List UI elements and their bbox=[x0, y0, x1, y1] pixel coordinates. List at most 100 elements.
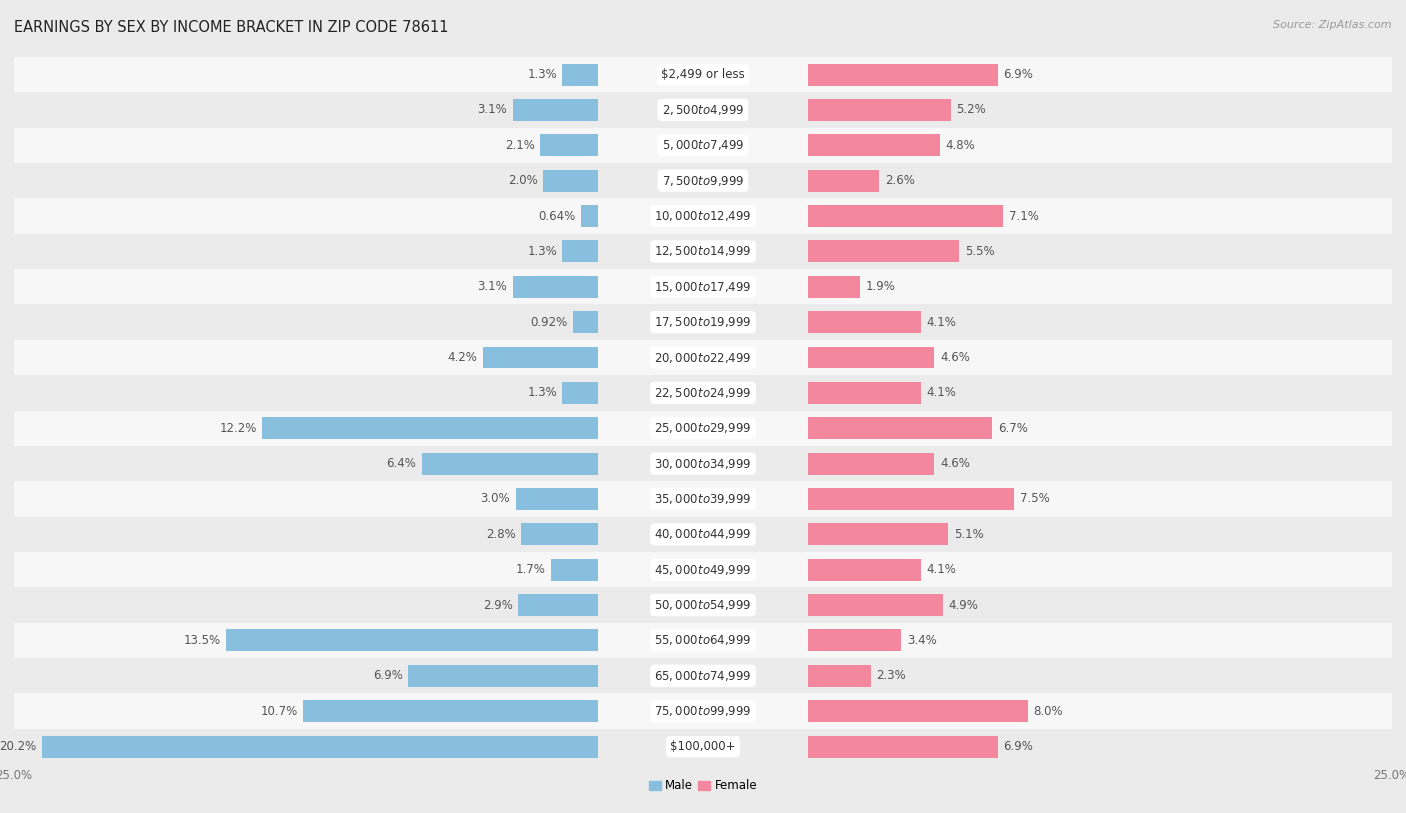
Bar bbox=[516, 488, 599, 510]
Bar bbox=[14, 57, 1392, 92]
Bar bbox=[14, 446, 1392, 481]
Text: $75,000 to $99,999: $75,000 to $99,999 bbox=[654, 704, 752, 718]
Text: 1.3%: 1.3% bbox=[527, 68, 557, 81]
Text: $2,499 or less: $2,499 or less bbox=[661, 68, 745, 81]
Text: $7,500 to $9,999: $7,500 to $9,999 bbox=[662, 174, 744, 188]
Text: 12.2%: 12.2% bbox=[219, 422, 256, 435]
Text: $65,000 to $74,999: $65,000 to $74,999 bbox=[654, 669, 752, 683]
Bar bbox=[807, 665, 872, 687]
Text: 3.4%: 3.4% bbox=[907, 634, 936, 647]
Bar bbox=[42, 736, 599, 758]
Bar bbox=[14, 92, 1392, 128]
Bar bbox=[543, 170, 599, 192]
Text: 0.64%: 0.64% bbox=[538, 210, 575, 223]
Text: 4.8%: 4.8% bbox=[945, 139, 976, 152]
Bar bbox=[562, 241, 599, 263]
Bar bbox=[14, 552, 1392, 587]
Bar bbox=[807, 346, 935, 368]
Text: $12,500 to $14,999: $12,500 to $14,999 bbox=[654, 245, 752, 259]
Text: 6.9%: 6.9% bbox=[373, 669, 402, 682]
Text: 10.7%: 10.7% bbox=[260, 705, 298, 718]
Bar bbox=[807, 524, 948, 546]
Text: 4.2%: 4.2% bbox=[447, 351, 477, 364]
Text: $55,000 to $64,999: $55,000 to $64,999 bbox=[654, 633, 752, 647]
Bar bbox=[807, 559, 921, 580]
Text: 4.1%: 4.1% bbox=[927, 563, 956, 576]
Text: 8.0%: 8.0% bbox=[1033, 705, 1063, 718]
Bar bbox=[807, 311, 921, 333]
Text: 2.3%: 2.3% bbox=[876, 669, 907, 682]
Text: $25,000 to $29,999: $25,000 to $29,999 bbox=[654, 421, 752, 435]
Bar bbox=[807, 276, 860, 298]
Bar bbox=[807, 241, 959, 263]
Text: 6.7%: 6.7% bbox=[998, 422, 1028, 435]
Text: 3.0%: 3.0% bbox=[481, 493, 510, 506]
Bar bbox=[807, 382, 921, 404]
Text: $22,500 to $24,999: $22,500 to $24,999 bbox=[654, 386, 752, 400]
Text: 2.8%: 2.8% bbox=[486, 528, 516, 541]
Bar bbox=[14, 481, 1392, 517]
Text: 5.1%: 5.1% bbox=[953, 528, 984, 541]
Bar bbox=[14, 659, 1392, 693]
Text: 2.1%: 2.1% bbox=[505, 139, 534, 152]
Bar bbox=[807, 170, 879, 192]
Bar bbox=[807, 417, 993, 439]
Text: $50,000 to $54,999: $50,000 to $54,999 bbox=[654, 598, 752, 612]
Bar bbox=[482, 346, 599, 368]
Text: 20.2%: 20.2% bbox=[0, 740, 37, 753]
Text: Source: ZipAtlas.com: Source: ZipAtlas.com bbox=[1274, 20, 1392, 30]
Bar bbox=[14, 163, 1392, 198]
Text: EARNINGS BY SEX BY INCOME BRACKET IN ZIP CODE 78611: EARNINGS BY SEX BY INCOME BRACKET IN ZIP… bbox=[14, 20, 449, 35]
Text: 7.5%: 7.5% bbox=[1019, 493, 1050, 506]
Bar bbox=[562, 63, 599, 85]
Text: $10,000 to $12,499: $10,000 to $12,499 bbox=[654, 209, 752, 223]
Text: 2.6%: 2.6% bbox=[884, 174, 915, 187]
Text: 4.6%: 4.6% bbox=[941, 457, 970, 470]
Bar bbox=[807, 629, 901, 651]
Bar bbox=[522, 524, 599, 546]
Text: 5.5%: 5.5% bbox=[965, 245, 994, 258]
Bar bbox=[14, 233, 1392, 269]
Bar bbox=[14, 340, 1392, 375]
Bar bbox=[14, 269, 1392, 304]
Text: $45,000 to $49,999: $45,000 to $49,999 bbox=[654, 563, 752, 576]
Text: $100,000+: $100,000+ bbox=[671, 740, 735, 753]
Bar bbox=[422, 453, 599, 475]
Text: 0.92%: 0.92% bbox=[530, 315, 568, 328]
Bar bbox=[14, 411, 1392, 446]
Bar bbox=[226, 629, 599, 651]
Text: 2.9%: 2.9% bbox=[484, 598, 513, 611]
Text: 13.5%: 13.5% bbox=[184, 634, 221, 647]
Bar bbox=[807, 63, 998, 85]
Bar bbox=[14, 623, 1392, 659]
Text: 6.9%: 6.9% bbox=[1004, 740, 1033, 753]
Bar bbox=[519, 594, 599, 616]
Bar bbox=[262, 417, 599, 439]
Bar bbox=[408, 665, 599, 687]
Bar bbox=[540, 134, 599, 156]
Text: 4.9%: 4.9% bbox=[948, 598, 979, 611]
Bar bbox=[513, 276, 599, 298]
Text: 5.2%: 5.2% bbox=[956, 103, 986, 116]
Bar bbox=[14, 693, 1392, 729]
Text: 4.6%: 4.6% bbox=[941, 351, 970, 364]
Bar bbox=[14, 304, 1392, 340]
Bar bbox=[572, 311, 599, 333]
Bar bbox=[513, 99, 599, 121]
Bar bbox=[807, 205, 1004, 227]
Bar bbox=[562, 382, 599, 404]
Text: $2,500 to $4,999: $2,500 to $4,999 bbox=[662, 103, 744, 117]
Text: 1.9%: 1.9% bbox=[866, 280, 896, 293]
Text: 6.4%: 6.4% bbox=[387, 457, 416, 470]
Text: 1.3%: 1.3% bbox=[527, 386, 557, 399]
Bar bbox=[581, 205, 599, 227]
Text: $30,000 to $34,999: $30,000 to $34,999 bbox=[654, 457, 752, 471]
Bar bbox=[14, 376, 1392, 411]
Bar bbox=[807, 453, 935, 475]
Bar bbox=[807, 700, 1028, 722]
Text: 4.1%: 4.1% bbox=[927, 315, 956, 328]
Bar bbox=[14, 198, 1392, 234]
Text: 2.0%: 2.0% bbox=[508, 174, 537, 187]
Bar bbox=[14, 587, 1392, 623]
Text: $35,000 to $39,999: $35,000 to $39,999 bbox=[654, 492, 752, 506]
